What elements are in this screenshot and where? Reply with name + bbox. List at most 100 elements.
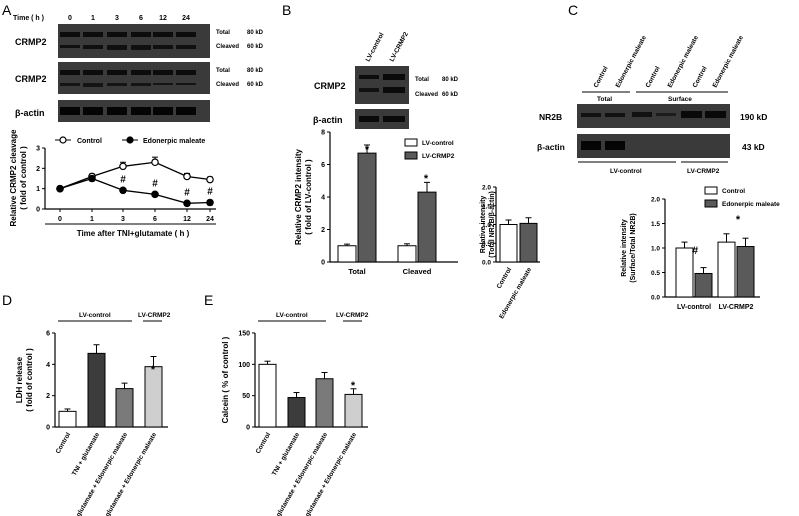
- panel-c-lv-control: LV-control: [610, 168, 642, 175]
- band: [176, 70, 196, 75]
- band: [83, 32, 103, 37]
- panel-b-actin-label: β-actin: [313, 115, 343, 125]
- y-tick-label: 2: [46, 393, 50, 400]
- x-axis-label: Time after TNI+glutamate ( h ): [77, 229, 190, 238]
- x-tick-label: Total: [348, 267, 365, 276]
- panel-d-group-control: LV-control: [79, 312, 111, 319]
- panel-a-blot-actin: [58, 100, 210, 122]
- y-tick-label: 0.0: [482, 260, 491, 267]
- band: [131, 70, 151, 75]
- data-point: [88, 174, 96, 183]
- panel-b-lane-lv-crmp2: LV-CRMP2: [389, 31, 411, 63]
- panel-c-lane-5: Control: [692, 65, 709, 89]
- data-point: [206, 175, 214, 184]
- panel-b-kd60: 60 kD: [442, 92, 459, 98]
- data-point: [206, 198, 214, 207]
- data-point: [151, 158, 159, 167]
- y-tick-label: 2: [36, 166, 40, 173]
- panel-b-bar-chart: 0 2 4 6 8 Relative CRMP2 intensity( fold of L…: [294, 130, 458, 276]
- time-label: 12: [159, 15, 167, 22]
- y-tick-label: 2: [321, 227, 325, 234]
- series-line: [59, 177, 211, 204]
- legend-label: Edonerpic maleate: [722, 201, 780, 208]
- panel-a-blot2-label: CRMP2: [15, 74, 47, 84]
- panel-a-blot2-kd60: 60 kD: [247, 82, 264, 88]
- panel-d-bar-chart: 0 2 4 6 LDH release( fold of control ) Contro…: [15, 331, 168, 516]
- panel-a-blot1-label: CRMP2: [15, 37, 47, 47]
- x-tick-label: LV-CRMP2: [719, 304, 754, 311]
- legend-marker: [59, 136, 67, 144]
- band: [131, 107, 151, 115]
- panel-a-blot-2: [58, 62, 210, 94]
- bar: [417, 191, 437, 263]
- band: [107, 70, 127, 75]
- panel-c-letter: C: [568, 2, 578, 18]
- y-tick-label: 0.5: [482, 241, 491, 248]
- y-axis-label: LDH release: [15, 356, 24, 403]
- y-tick-label: 2.0: [482, 185, 491, 192]
- y-tick-label: 2.0: [651, 197, 660, 204]
- y-axis-label: Relative intensity: [621, 219, 628, 277]
- y-tick-label: 1.5: [651, 221, 660, 228]
- panel-b-letter: B: [282, 2, 291, 18]
- band: [83, 45, 103, 49]
- y-axis-label: Relative intensity: [480, 196, 487, 254]
- y-tick-label: 0: [36, 207, 40, 214]
- panel-a-blot1-kd80: 80 kD: [247, 30, 264, 36]
- legend-swatch: [404, 138, 418, 147]
- panel-c-actin-label: β-actin: [537, 142, 565, 152]
- panel-c-lane-3: Control: [645, 65, 662, 89]
- bar: [315, 378, 334, 428]
- band: [176, 107, 196, 115]
- panel-c-kd190: 190 kD: [740, 112, 767, 122]
- bar: [115, 388, 134, 428]
- significance-mark: *: [365, 144, 370, 156]
- significance-mark: #: [207, 186, 213, 197]
- x-tick-label: 0: [58, 216, 62, 223]
- panel-b-blot-crmp2: [355, 66, 409, 104]
- band: [153, 32, 173, 37]
- panel-b-band-total: Total: [415, 77, 429, 83]
- band: [83, 70, 103, 75]
- panel-c-lane-2: Edonerpic maleate: [615, 34, 648, 89]
- bar: [519, 222, 538, 263]
- band: [60, 70, 80, 75]
- bar: [287, 397, 306, 428]
- y-tick-label: 100: [238, 362, 250, 369]
- time-label: 6: [139, 15, 143, 22]
- x-tick-label: 12: [183, 216, 191, 223]
- x-tick-label: 1: [90, 216, 94, 223]
- bar: [258, 363, 277, 428]
- data-point: [56, 184, 64, 193]
- panel-b-band-cleaved: Cleaved: [415, 92, 438, 98]
- panel-e-group-control: LV-control: [276, 312, 308, 319]
- bar: [499, 224, 518, 263]
- band: [153, 107, 173, 115]
- y-axis-label: (Surface/Total NR2B): [630, 213, 637, 283]
- y-tick-label: 1.5: [482, 203, 491, 210]
- y-tick-label: 3: [36, 146, 40, 153]
- panel-a-actin-label: β-actin: [15, 108, 45, 118]
- data-point: [119, 186, 127, 195]
- y-tick-label: 4: [321, 195, 325, 202]
- panel-a-letter: A: [2, 2, 12, 18]
- y-axis-label: ( fold of control ): [19, 146, 28, 210]
- y-tick-label: 4: [46, 362, 50, 369]
- panel-a-blot1-kd60: 60 kD: [247, 44, 264, 50]
- significance-mark: #: [692, 245, 698, 257]
- legend-label: LV-CRMP2: [422, 153, 455, 160]
- band: [83, 107, 103, 115]
- panel-e-bar-chart: 0 50 100 150 Calcein ( % of control ) Control…: [221, 331, 368, 516]
- band: [83, 83, 103, 87]
- panel-c-blot-actin: [577, 134, 730, 158]
- y-tick-label: 0.5: [651, 270, 660, 277]
- panel-b-kd80: 80 kD: [442, 77, 459, 83]
- time-label: 0: [68, 15, 72, 22]
- panel-c-group-surface: Surface: [668, 96, 692, 103]
- significance-mark: *: [736, 214, 741, 226]
- band: [131, 45, 151, 50]
- panel-c-lane-6: Edonerpic maleate: [712, 34, 745, 89]
- bar: [87, 352, 106, 428]
